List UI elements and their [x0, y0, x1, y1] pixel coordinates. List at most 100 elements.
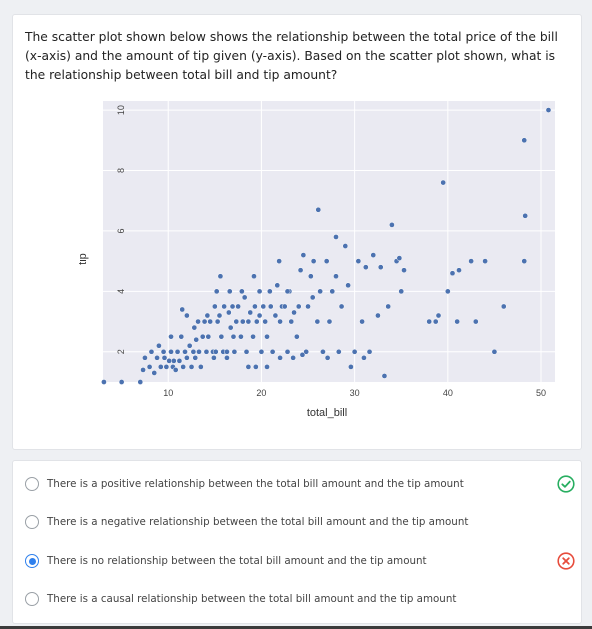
scatter-point — [299, 351, 306, 358]
y-tick-label: 2 — [116, 349, 126, 354]
scatter-point — [348, 364, 354, 370]
scatter-point — [224, 348, 230, 355]
scatter-point — [305, 303, 311, 310]
y-axis-label: tip — [79, 253, 89, 265]
scatter-point — [342, 243, 349, 249]
option-radio-selected[interactable] — [25, 554, 39, 568]
scatter-point — [281, 303, 288, 310]
scatter-point — [396, 255, 403, 261]
scatter-point — [239, 318, 246, 325]
scatter-point — [211, 303, 218, 310]
scatter-point — [180, 364, 186, 370]
scatter-point — [545, 107, 552, 113]
scatter-point — [309, 294, 316, 301]
scatter-point — [269, 348, 276, 355]
scatter-point — [211, 354, 217, 361]
option-causal[interactable]: There is a causal relationship between t… — [13, 585, 581, 615]
scatter-point — [297, 267, 304, 274]
scatter-point — [377, 264, 384, 271]
scatter-point — [468, 258, 474, 264]
scatter-point — [345, 282, 351, 289]
y-tick-label: 4 — [116, 289, 126, 294]
scatter-point — [500, 303, 507, 310]
scatter-point — [196, 348, 202, 355]
scatter-point — [140, 367, 146, 373]
scatter-point — [182, 348, 188, 355]
data-points — [101, 107, 552, 385]
scatter-point — [151, 370, 158, 376]
option-label: There is no relationship between the tot… — [47, 555, 427, 567]
scatter-point — [168, 348, 174, 355]
scatter-point — [264, 333, 270, 340]
scatter-point — [262, 318, 269, 325]
scatter-point — [522, 212, 529, 219]
option-negative[interactable]: There is a negative relationship between… — [13, 508, 581, 538]
scatter-point — [156, 342, 162, 349]
x-tick-labels: 10 20 30 40 50 — [163, 388, 546, 398]
scatter-point — [351, 348, 358, 355]
scatter-point — [300, 252, 307, 258]
option-label: There is a negative relationship between… — [47, 516, 469, 528]
scatter-point — [277, 318, 283, 325]
scatter-point — [274, 282, 281, 289]
scatter-point — [381, 373, 388, 379]
option-radio[interactable] — [25, 477, 39, 491]
scatter-point — [293, 333, 300, 340]
scatter-point — [241, 294, 248, 301]
scatter-point — [491, 348, 498, 355]
scatter-point — [203, 348, 210, 355]
scatter-point — [188, 364, 195, 370]
bottom-bar — [0, 626, 592, 629]
question-text: The scatter plot shown below shows the r… — [25, 30, 558, 82]
scatter-point — [307, 273, 314, 280]
scatter-point — [245, 318, 252, 325]
scatter-point — [290, 354, 296, 361]
scatter-point — [366, 348, 373, 355]
scatter-point — [250, 333, 256, 340]
scatter-point — [315, 206, 322, 213]
scatter-point — [163, 364, 170, 370]
scatter-point — [186, 342, 193, 349]
scatter-point — [227, 324, 234, 331]
scatter-point — [266, 288, 273, 295]
option-radio[interactable] — [25, 515, 39, 529]
scatter-point — [226, 288, 233, 295]
question-card: The scatter plot shown below shows the r… — [12, 14, 582, 450]
scatter-point — [256, 312, 263, 319]
scatter-point — [258, 348, 265, 355]
scatter-point — [142, 354, 148, 361]
option-positive[interactable]: There is a positive relationship between… — [13, 470, 581, 500]
scatter-point — [389, 222, 395, 228]
scatter-point — [323, 258, 330, 264]
scatter-point — [472, 318, 479, 325]
scatter-point — [370, 252, 377, 258]
option-radio[interactable] — [25, 592, 39, 606]
scatter-point — [253, 318, 260, 325]
y-tick-label: 10 — [116, 105, 126, 115]
scatter-point — [239, 288, 245, 295]
scatter-point — [191, 324, 198, 331]
scatter-point — [456, 267, 462, 274]
scatter-point — [338, 303, 345, 310]
scatter-point — [238, 333, 244, 340]
scatter-point — [329, 288, 336, 295]
scatter-point — [195, 318, 201, 325]
scatter-point — [204, 312, 211, 319]
scatter-point — [231, 348, 238, 355]
scatter-point — [179, 306, 186, 313]
scatter-point — [432, 318, 439, 325]
scatter-point — [295, 303, 302, 310]
scatter-point — [216, 312, 223, 319]
y-tick-labels: 2 4 6 8 10 — [116, 105, 126, 354]
scatter-point — [118, 379, 125, 385]
scatter-point — [247, 309, 254, 316]
option-no-relationship[interactable]: There is no relationship between the tot… — [13, 547, 581, 577]
scatter-point — [161, 354, 168, 361]
scatter-point — [521, 258, 528, 264]
scatter-point — [317, 288, 323, 295]
scatter-point — [157, 364, 164, 370]
scatter-point — [314, 318, 321, 325]
scatter-point — [449, 270, 456, 277]
scatter-point — [233, 318, 240, 325]
scatter-point — [335, 348, 342, 355]
